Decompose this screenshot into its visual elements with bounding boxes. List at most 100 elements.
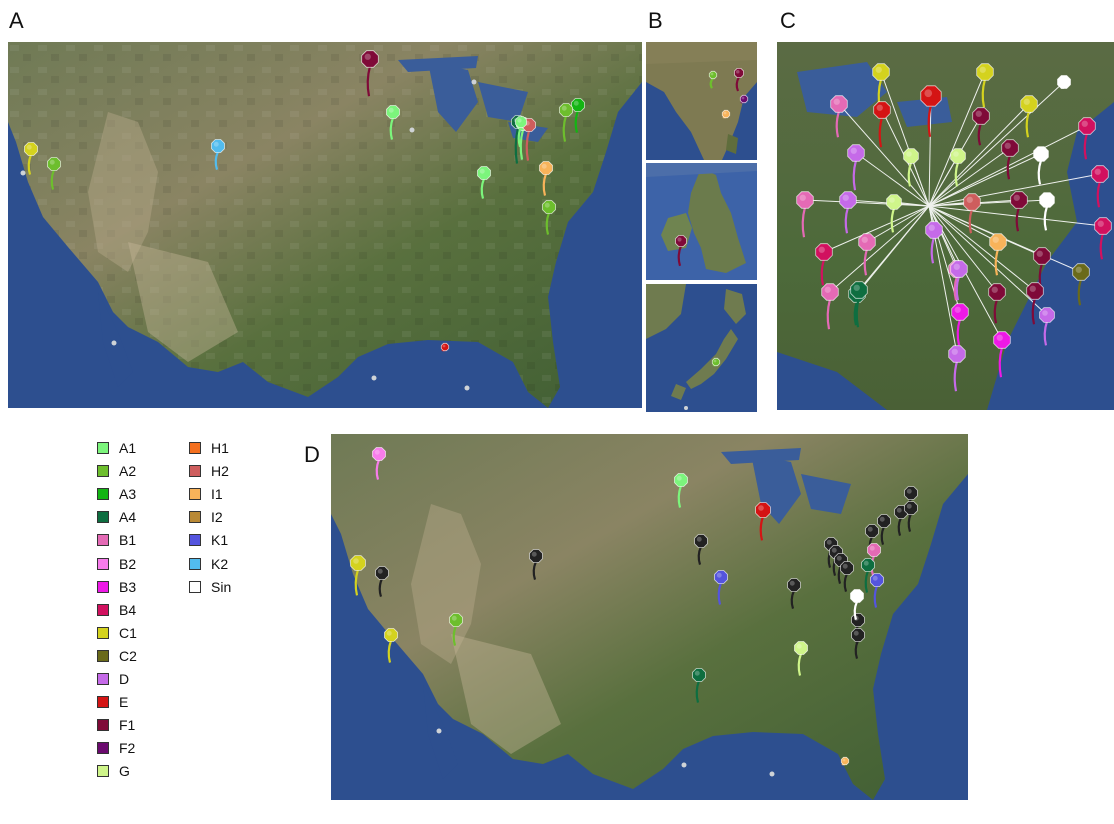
marker-dark[interactable] <box>840 561 854 592</box>
map-panel-c[interactable] <box>777 42 1114 410</box>
marker-b4[interactable] <box>815 243 833 286</box>
marker-a4[interactable] <box>861 558 875 593</box>
legend-item-b3: B3 <box>97 579 136 595</box>
marker-dark[interactable] <box>375 566 389 597</box>
marker-a3[interactable] <box>571 98 585 133</box>
marker-a2[interactable] <box>47 157 61 190</box>
legend-label: I2 <box>211 509 223 526</box>
connection-line <box>928 205 998 293</box>
marker-g[interactable] <box>794 641 808 676</box>
marker-f1[interactable] <box>1001 139 1019 180</box>
marker-g[interactable] <box>886 194 902 233</box>
marker-a1[interactable] <box>386 105 400 140</box>
marker-a4[interactable] <box>850 281 868 328</box>
usa-map-d <box>331 434 968 800</box>
marker-a2[interactable] <box>559 103 573 142</box>
legend-label: F2 <box>119 740 136 757</box>
legend-item-a2: A2 <box>97 463 136 479</box>
marker-k2[interactable] <box>211 139 225 170</box>
map-panel-d[interactable] <box>331 434 968 800</box>
marker-a2[interactable] <box>449 613 463 646</box>
marker-d[interactable] <box>950 260 968 301</box>
marker-a1[interactable] <box>477 166 491 199</box>
marker-f1[interactable] <box>675 235 687 267</box>
legend-item-a3: A3 <box>97 486 136 502</box>
legend-swatch <box>97 673 109 685</box>
marker-b1[interactable] <box>821 283 839 330</box>
marker-d[interactable] <box>839 191 857 234</box>
legend-swatch <box>189 557 201 570</box>
connection-line <box>928 205 1048 316</box>
connection-line <box>928 205 960 270</box>
marker-c1[interactable] <box>350 555 366 596</box>
marker-dark[interactable] <box>529 549 543 580</box>
marker-e[interactable] <box>920 85 942 138</box>
legend-swatch <box>97 442 109 454</box>
marker-c1[interactable] <box>24 142 38 175</box>
marker-dark[interactable] <box>787 578 801 609</box>
marker-sin[interactable] <box>850 589 864 620</box>
marker-f1[interactable] <box>361 50 379 97</box>
map-panel-b-india[interactable] <box>646 42 757 160</box>
marker-k1[interactable] <box>714 570 728 605</box>
marker-sin[interactable] <box>1039 192 1055 231</box>
marker-d[interactable] <box>847 144 865 191</box>
marker-b3[interactable] <box>951 303 969 346</box>
map-panel-a[interactable] <box>8 42 642 408</box>
marker-i1[interactable] <box>539 161 553 196</box>
marker-f1[interactable] <box>988 283 1006 324</box>
marker-e[interactable] <box>755 502 771 541</box>
marker-e[interactable] <box>440 342 450 352</box>
marker-a2[interactable] <box>542 200 556 235</box>
marker-dark[interactable] <box>694 534 708 565</box>
connection-line <box>928 205 999 243</box>
marker-f1[interactable] <box>1010 191 1028 232</box>
marker-dark[interactable] <box>851 628 865 659</box>
marker-d[interactable] <box>925 221 943 264</box>
marker-c1[interactable] <box>1020 95 1038 138</box>
marker-b3[interactable] <box>993 331 1011 378</box>
marker-d[interactable] <box>948 345 966 392</box>
marker-f1[interactable] <box>972 107 990 146</box>
marker-i1[interactable] <box>721 109 731 119</box>
legend-label: H1 <box>211 440 229 456</box>
marker-k1[interactable] <box>870 573 884 608</box>
marker-c1[interactable] <box>384 628 398 663</box>
legend-label: F1 <box>119 717 136 734</box>
marker-f2[interactable] <box>739 94 749 104</box>
legend-label: K2 <box>211 555 229 572</box>
legend-label: Sin <box>211 578 232 595</box>
marker-sin[interactable] <box>1033 146 1049 185</box>
map-panel-b-japan[interactable] <box>646 284 757 412</box>
marker-dark[interactable] <box>904 501 918 532</box>
legend-label: A2 <box>119 463 137 480</box>
marker-b1[interactable] <box>830 95 848 138</box>
marker-c1[interactable] <box>976 63 994 108</box>
marker-a1[interactable] <box>674 473 688 508</box>
marker-a2[interactable] <box>711 357 721 367</box>
marker-i1[interactable] <box>989 233 1007 276</box>
marker-h2[interactable] <box>963 193 981 234</box>
marker-f1[interactable] <box>1026 282 1044 325</box>
marker-b4[interactable] <box>1078 117 1096 160</box>
marker-f1[interactable] <box>734 67 744 92</box>
legend-swatch <box>97 534 109 547</box>
marker-b4[interactable] <box>1094 217 1112 260</box>
marker-e[interactable] <box>873 101 891 148</box>
marker-dark[interactable] <box>877 514 891 545</box>
legend-swatch <box>97 696 109 709</box>
marker-b1[interactable] <box>796 191 814 238</box>
marker-g[interactable] <box>950 148 966 187</box>
marker-b4[interactable] <box>1091 165 1109 208</box>
map-panel-b-uk[interactable] <box>646 163 757 280</box>
marker-c2[interactable] <box>1072 263 1090 306</box>
marker-a2[interactable] <box>708 70 718 89</box>
marker-sin[interactable] <box>1057 75 1071 89</box>
marker-g[interactable] <box>903 148 919 187</box>
marker-a4[interactable] <box>692 668 706 703</box>
marker-a1[interactable] <box>515 116 527 148</box>
marker-b2[interactable] <box>372 447 386 480</box>
marker-i1[interactable] <box>840 756 850 766</box>
marker-b1[interactable] <box>858 233 876 276</box>
marker-d[interactable] <box>1039 307 1055 346</box>
